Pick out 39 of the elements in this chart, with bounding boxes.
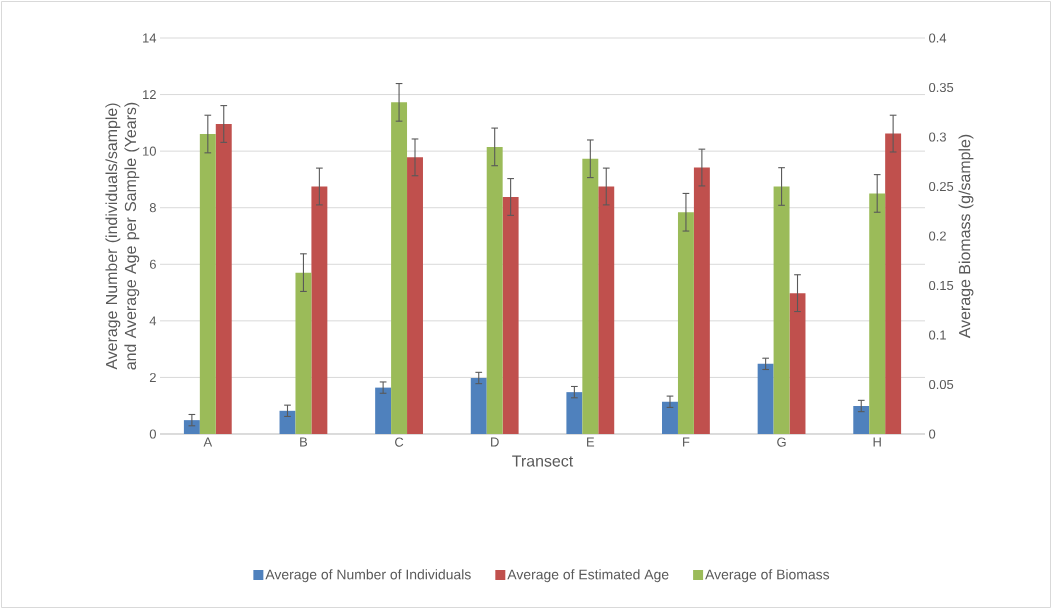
y2-tick-label: 0.05 [929, 379, 954, 390]
y-tick-label: 0 [149, 429, 156, 439]
bar [757, 363, 774, 434]
x-axis-title: Transect [512, 455, 574, 467]
y-tick-label: 4 [149, 316, 157, 326]
y2-tick-label: 0 [929, 429, 936, 439]
x-tick-label: D [491, 437, 499, 447]
x-tick-label: E [587, 437, 595, 447]
y-tick-label: 2 [149, 372, 156, 382]
bar [279, 410, 296, 434]
y-tick-label: 14 [143, 33, 157, 43]
y2-tick-label: 0.35 [929, 82, 954, 93]
y-axis-title: Average Number (individuals/sample) and Average Age per Sample (Years) [105, 102, 140, 370]
legend-label: Average of Number of Individuals [265, 569, 471, 583]
bar [566, 392, 583, 434]
x-tick-label: C [395, 437, 404, 447]
y-tick-label: 8 [149, 203, 156, 213]
y2-tick-label: 0.4 [929, 33, 947, 43]
y2-tick-label: 0.25 [929, 181, 954, 192]
y2-tick-label: 0.2 [929, 231, 946, 241]
legend-label: Average of Biomass [705, 569, 830, 583]
legend-label: Average of Estimated Age [507, 569, 669, 583]
bar [662, 401, 678, 434]
x-tick-label: H [873, 437, 881, 447]
y-tick-label: 12 [143, 90, 156, 100]
bar [183, 420, 200, 434]
y-tick-label: 10 [143, 146, 156, 156]
y2-axis-title: Average Biomass (g/sample) [958, 134, 974, 339]
y-tick-label: 6 [149, 259, 156, 269]
y2-tick-label: 0.1 [929, 330, 946, 340]
x-tick-label: A [203, 437, 213, 447]
bar [470, 377, 487, 434]
x-tick-label: G [777, 437, 786, 447]
y2-tick-label: 0.15 [929, 280, 954, 291]
x-tick-label: B [300, 437, 308, 447]
bar [375, 387, 392, 434]
x-tick-label: F [683, 437, 690, 447]
bar [853, 406, 870, 434]
y2-tick-label: 0.3 [929, 132, 946, 142]
